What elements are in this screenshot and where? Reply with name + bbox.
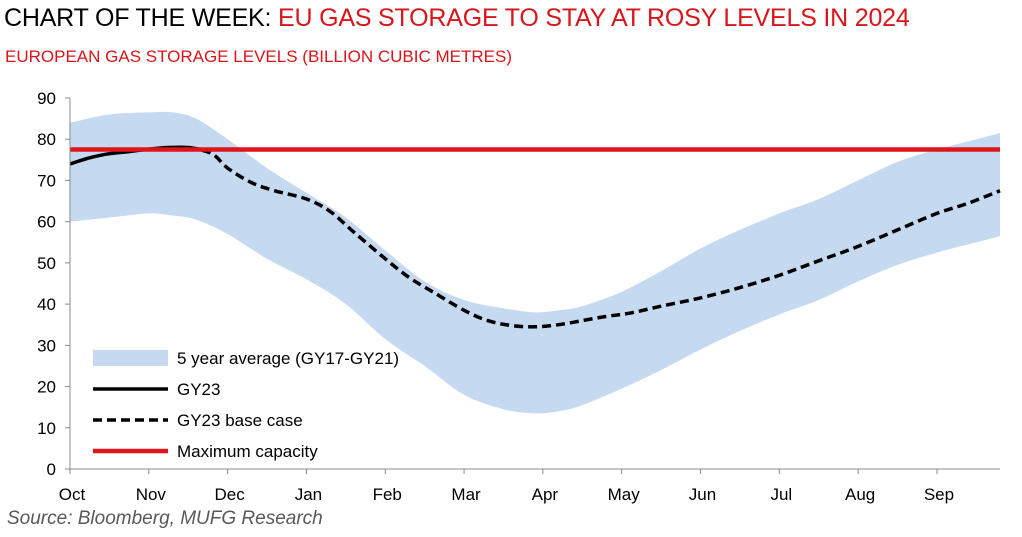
x-tick-label: Apr (532, 485, 559, 504)
five-year-average-band (70, 111, 1000, 414)
y-tick-label: 50 (37, 254, 56, 273)
y-tick-label: 0 (47, 460, 56, 479)
y-tick-label: 20 (37, 378, 56, 397)
legend-label: 5 year average (GY17-GY21) (177, 349, 399, 368)
x-tick-label: Jan (295, 485, 322, 504)
x-tick-label: Nov (136, 485, 167, 504)
gy23-base-case-line (187, 145, 1001, 329)
x-tick-label: Jul (770, 485, 792, 504)
legend-label: GY23 base case (177, 411, 303, 430)
x-tick-label: May (608, 485, 641, 504)
legend: 5 year average (GY17-GY21) GY23 GY23 base … (93, 349, 399, 461)
legend-label: GY23 (177, 380, 220, 399)
chart-subtitle: EUROPEAN GAS STORAGE LEVELS (BILLION CUB… (5, 47, 512, 66)
plot-area (69, 111, 1001, 414)
chart-title-highlight: EU GAS STORAGE TO STAY AT ROSY LEVELS IN… (278, 4, 910, 32)
chart-title-prefix: CHART OF THE WEEK: (4, 4, 279, 32)
y-tick-label: 40 (37, 295, 56, 314)
x-tick-label: Oct (59, 485, 86, 504)
source-note: Source: Bloomberg, MUFG Research (7, 508, 323, 529)
y-tick-label: 70 (37, 171, 56, 190)
legend-label: Maximum capacity (177, 442, 318, 461)
chart-title: CHART OF THE WEEK: EU GAS STORAGE TO STA… (4, 4, 910, 33)
y-tick-label: 30 (37, 336, 56, 355)
y-tick-label: 10 (37, 419, 56, 438)
y-tick-label: 60 (37, 213, 56, 232)
y-tick-label: 90 (37, 89, 56, 108)
x-tick-label: Aug (845, 485, 875, 504)
axes: 0 10 20 30 40 50 60 70 80 90 Oct Nov Dec Jan Feb Mar Apr… (37, 89, 1000, 504)
legend-band-swatch (93, 350, 168, 366)
x-tick-label: Jun (689, 485, 716, 504)
y-tick-label: 80 (37, 130, 56, 149)
x-tick-label: Mar (451, 485, 481, 504)
x-tick-label: Dec (215, 485, 246, 504)
x-tick-label: Feb (373, 485, 402, 504)
x-tick-label: Sep (924, 485, 954, 504)
